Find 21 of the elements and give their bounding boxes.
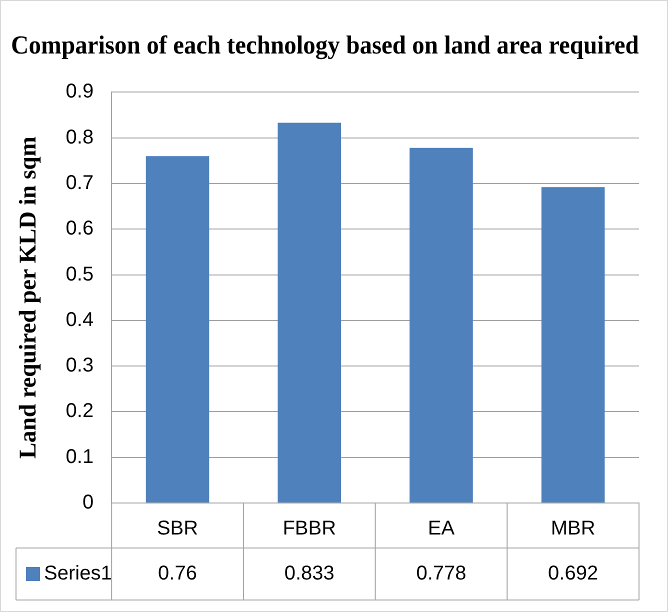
chart-title: Comparison of each technology based on land area required xyxy=(11,30,639,60)
data-label: 0.692 xyxy=(548,562,598,585)
y-tick-label: 0.9 xyxy=(66,80,94,103)
y-tick-label: 0.7 xyxy=(66,172,94,194)
data-label: 0.76 xyxy=(158,562,197,585)
y-tick-label: 0.6 xyxy=(66,218,94,240)
y-tick-label: 0 xyxy=(82,492,94,514)
x-tick-label: EA xyxy=(428,518,456,540)
x-tick-label: FBBR xyxy=(282,518,336,540)
x-tick-label: SBR xyxy=(156,518,198,540)
y-tick-label: 0.2 xyxy=(66,400,94,422)
y-tick-label: 0.5 xyxy=(66,263,94,286)
y-tick-label: 0.8 xyxy=(66,126,94,148)
data-label: 0.833 xyxy=(284,562,334,585)
y-tick-label: 0.3 xyxy=(66,354,94,377)
y-axis-title: Land required per KLD in sqm xyxy=(16,136,42,459)
x-tick-label: MBR xyxy=(550,518,596,540)
y-tick-label: 0.1 xyxy=(66,446,94,468)
legend-label: Series1 xyxy=(44,562,112,585)
y-tick-label: 0.4 xyxy=(66,308,94,331)
data-label: 0.778 xyxy=(416,562,466,585)
